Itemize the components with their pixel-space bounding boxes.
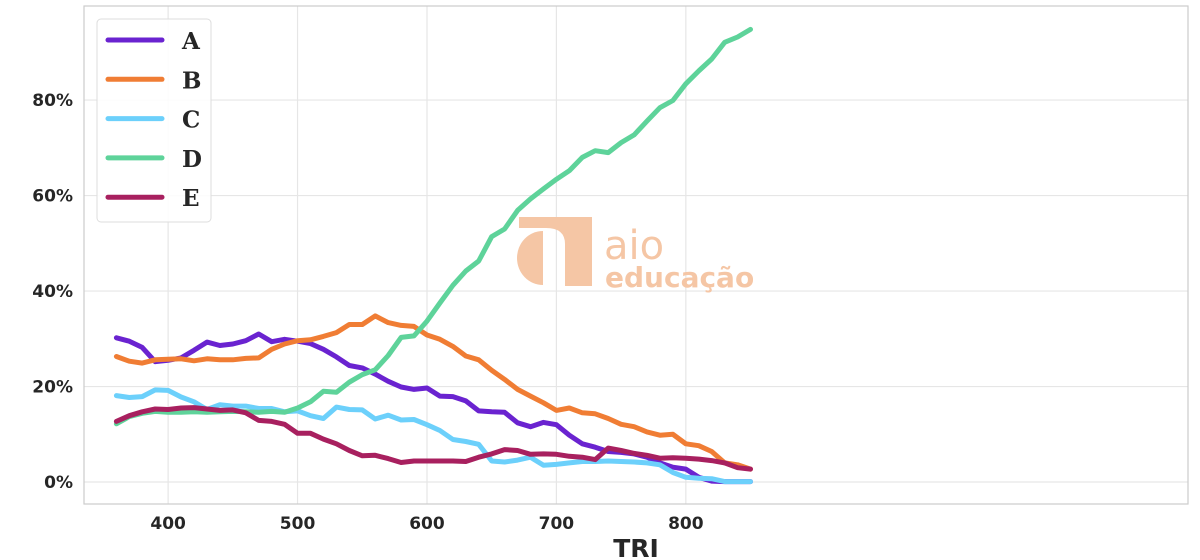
legend-label-b: B [182,67,201,94]
y-tick-label: 80% [32,91,73,111]
x-tick-label: 700 [539,514,575,534]
x-axis-label: TRI [613,534,659,560]
series-lines [113,26,753,485]
legend-label-c: C [182,107,200,134]
legend-label-a: A [181,28,201,55]
y-tick-label: 0% [44,473,73,493]
x-tick-label: 400 [150,514,186,534]
x-tick-label: 600 [409,514,445,534]
grid-lines [84,6,1188,504]
plot-frame [83,5,1189,505]
aio-educacao-watermark: aio educação [517,217,754,294]
y-tick-label: 40% [32,282,73,302]
y-tick-label: 20% [32,378,73,398]
series-line-e [113,405,753,472]
x-axis-ticks: 400 500 600 700 800 [150,514,703,534]
watermark-logo-half-circle [517,231,543,285]
watermark-logo-icon [519,217,592,286]
series-line-c [113,387,753,485]
series-line-b [113,313,753,472]
legend-label-e: E [182,185,200,212]
y-tick-label: 60% [32,187,73,207]
watermark-text-aio: aio [604,223,664,269]
y-axis-ticks: 0% 20% 40% 60% 80% [32,91,73,493]
watermark-text-educacao: educação [605,261,754,294]
x-tick-label: 500 [280,514,316,534]
legend-label-d: D [182,146,202,173]
x-tick-label: 800 [668,514,704,534]
